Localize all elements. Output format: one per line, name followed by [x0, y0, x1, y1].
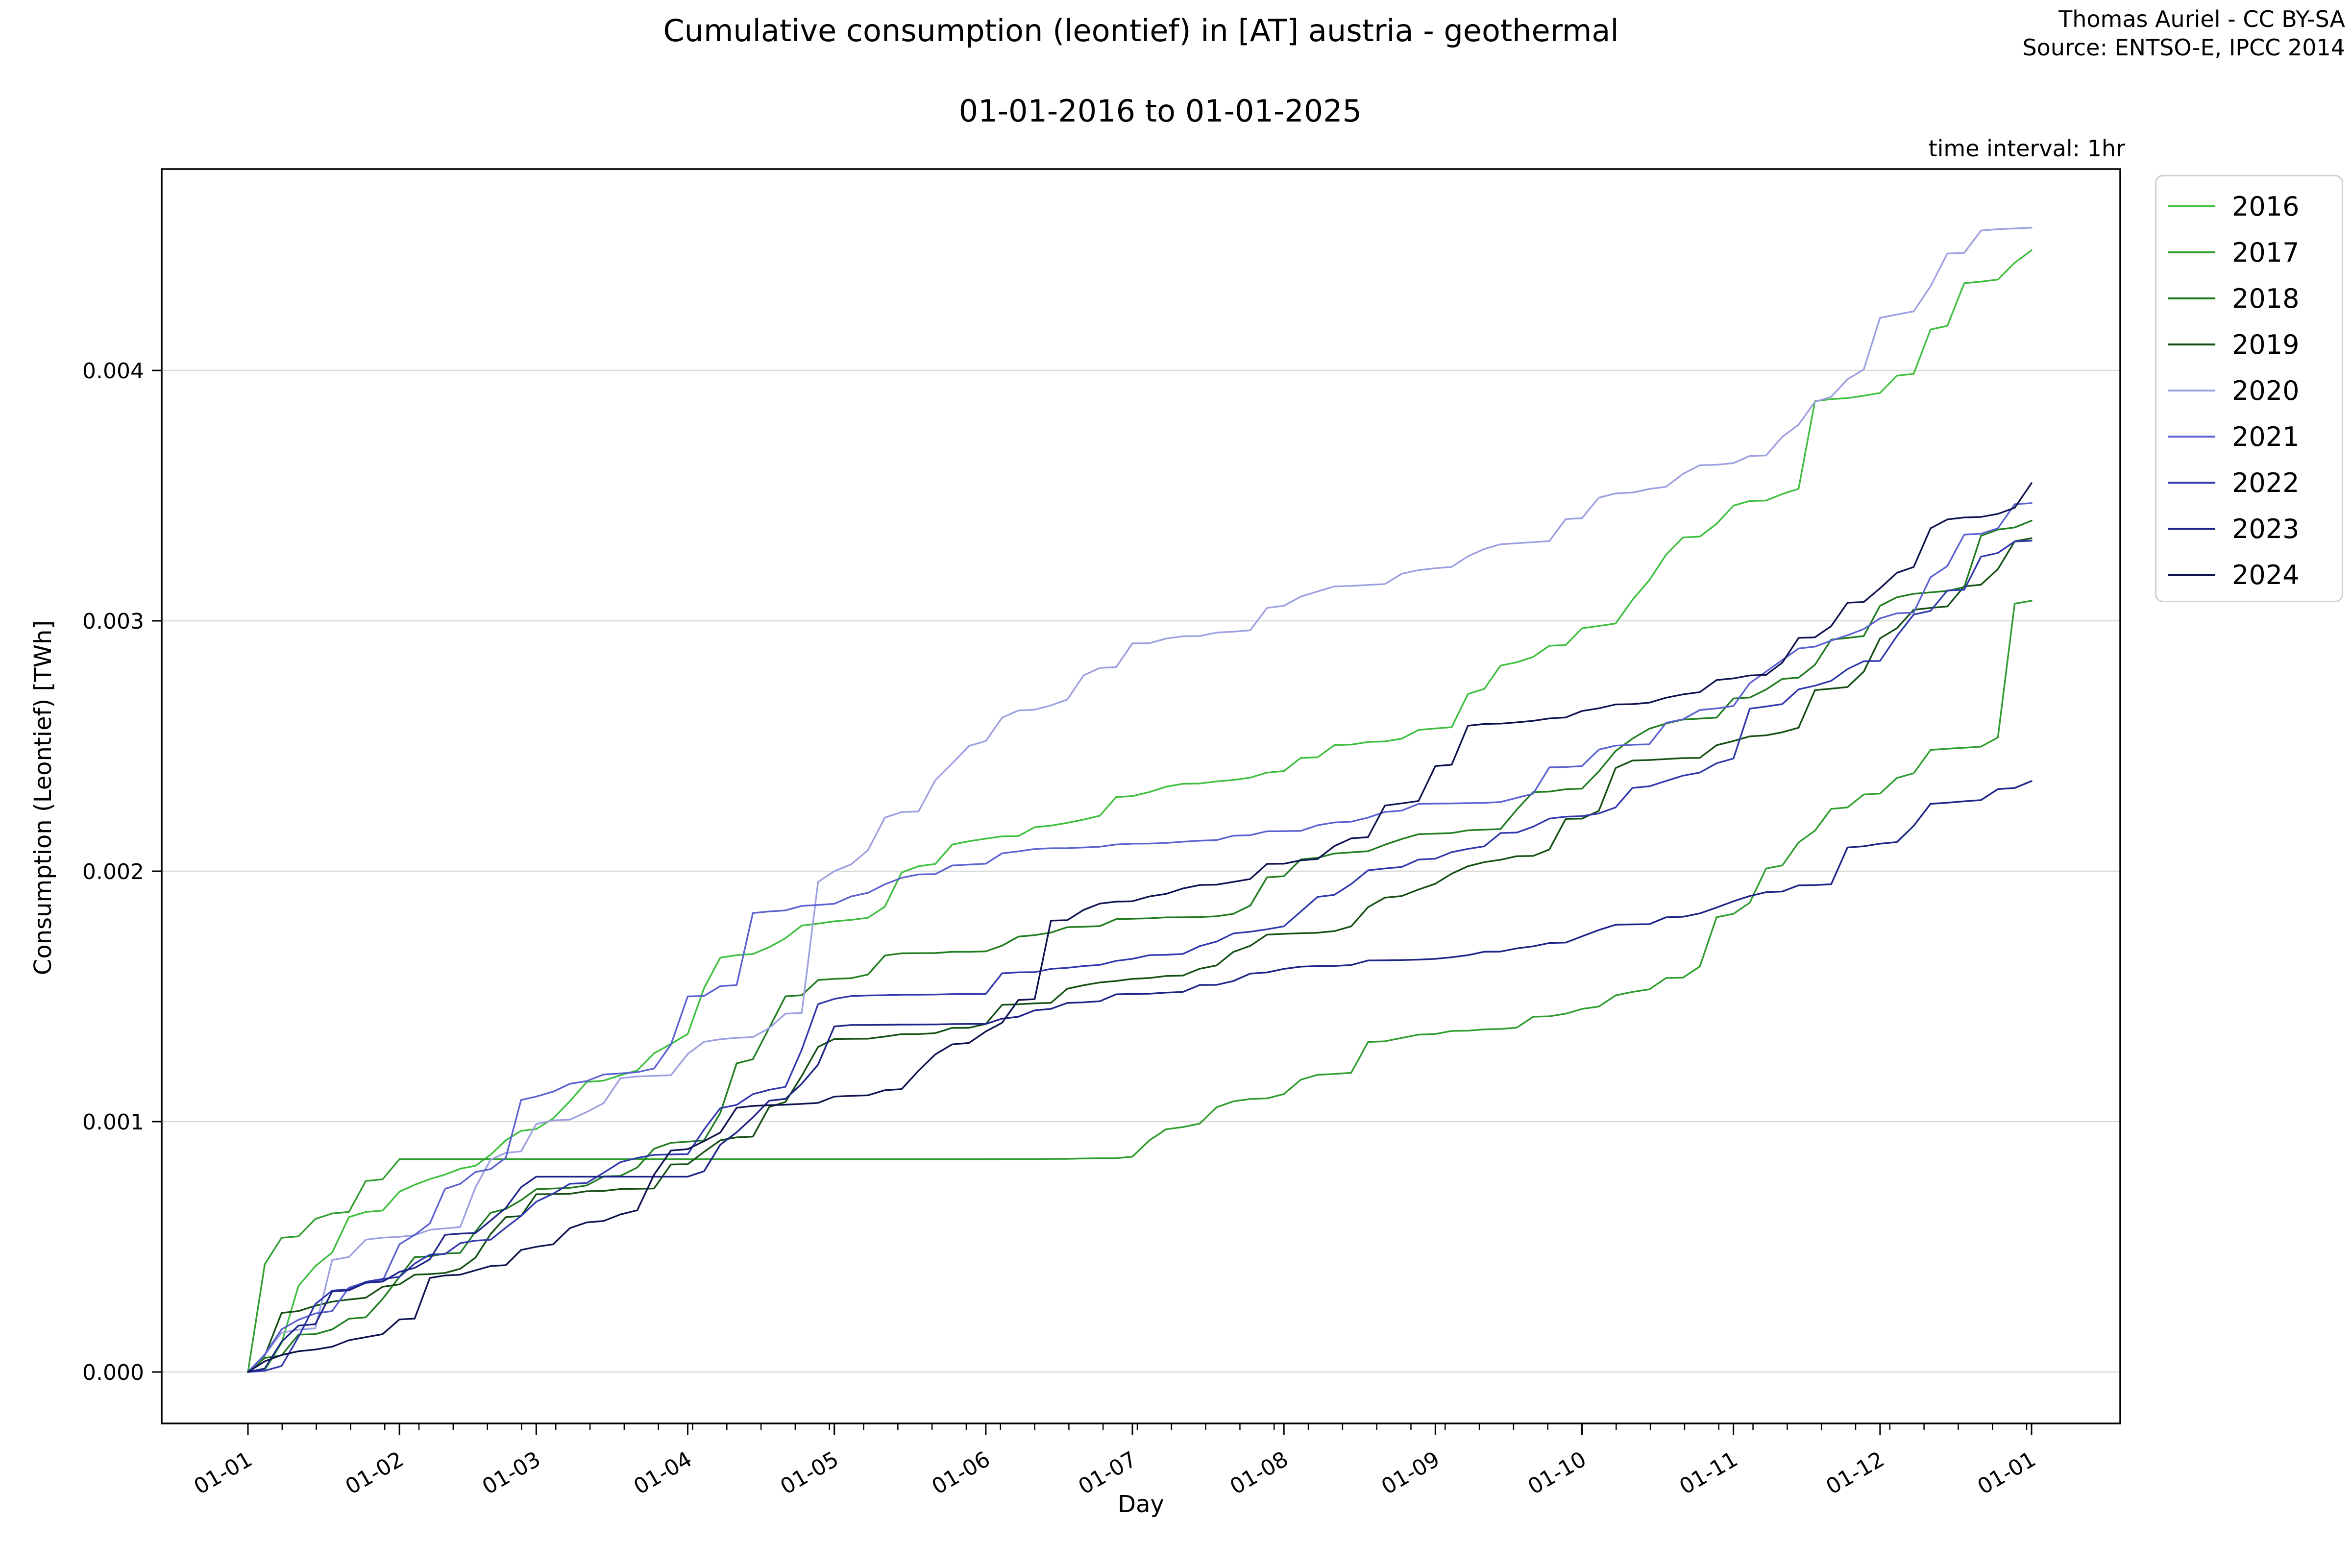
- series-line-2021: [247, 502, 2033, 1373]
- chart-title-line1: Cumulative consumption (leontief) in [AT…: [663, 13, 1619, 49]
- y-tick-label: 0.000: [82, 1360, 144, 1385]
- legend-item-label: 2024: [2232, 559, 2300, 590]
- series-line-2024: [247, 482, 2033, 1373]
- legend-item-label: 2021: [2232, 421, 2300, 452]
- legend-line-swatch-icon: [2168, 297, 2215, 299]
- series-line-2023: [247, 780, 2033, 1373]
- legend: 2016 2017 2018 2019 2020 2021 2022 2023 2024: [2155, 175, 2343, 602]
- legend-item-2016: 2016: [2156, 183, 2342, 229]
- legend-line-swatch-icon: [2168, 528, 2215, 530]
- attribution-source: Source: ENTSO-E, IPCC 2014: [2022, 34, 2345, 61]
- legend-item-2017: 2017: [2156, 229, 2342, 275]
- series-line-2022: [247, 539, 2033, 1373]
- series-line-2016: [247, 249, 2033, 1373]
- legend-item-2022: 2022: [2156, 460, 2342, 506]
- chart-title: Cumulative consumption (leontief) in [AT…: [162, 11, 2120, 131]
- x-axis-label: Day: [1118, 1491, 1164, 1518]
- axes-spines: [161, 168, 2121, 1424]
- y-tick-label: 0.001: [82, 1110, 144, 1135]
- y-tick-label: 0.004: [82, 359, 144, 384]
- x-tick-label: 01-12: [1822, 1446, 1888, 1499]
- x-tick-label: 01-06: [928, 1446, 994, 1499]
- x-tick-label: 01-07: [1074, 1446, 1141, 1499]
- series-line-2020: [247, 227, 2033, 1373]
- x-tick-label: 01-01: [1973, 1446, 2040, 1499]
- series-line-2018: [247, 519, 2033, 1373]
- legend-item-label: 2019: [2232, 329, 2300, 360]
- x-tick-label: 01-08: [1225, 1446, 1292, 1499]
- chart-title-line2: 01-01-2016 to 01-01-2025: [958, 93, 1362, 129]
- attribution: Thomas Auriel - CC BY-SA Source: ENTSO-E…: [2022, 5, 2345, 62]
- legend-item-2023: 2023: [2156, 506, 2342, 552]
- time-interval-label: time interval: 1hr: [1928, 135, 2125, 162]
- legend-item-label: 2016: [2232, 191, 2300, 222]
- legend-line-swatch-icon: [2168, 343, 2215, 345]
- legend-line-swatch-icon: [2168, 436, 2215, 438]
- x-tick-label: 01-04: [630, 1446, 696, 1499]
- x-tick-label: 01-02: [341, 1446, 408, 1499]
- legend-line-swatch-icon: [2168, 574, 2215, 576]
- legend-line-swatch-icon: [2168, 251, 2215, 253]
- legend-item-2019: 2019: [2156, 321, 2342, 368]
- legend-line-swatch-icon: [2168, 205, 2215, 207]
- y-tick-label: 0.002: [82, 859, 144, 884]
- attribution-author: Thomas Auriel - CC BY-SA: [2058, 6, 2345, 32]
- legend-item-2021: 2021: [2156, 414, 2342, 460]
- legend-item-2024: 2024: [2156, 552, 2342, 598]
- legend-item-label: 2020: [2232, 375, 2300, 406]
- legend-item-label: 2018: [2232, 283, 2300, 314]
- legend-item-2020: 2020: [2156, 368, 2342, 414]
- x-tick-label: 01-09: [1377, 1446, 1444, 1499]
- x-tick-label: 01-03: [478, 1446, 545, 1499]
- legend-item-label: 2017: [2232, 237, 2300, 268]
- x-tick-label: 01-05: [776, 1446, 843, 1499]
- legend-item-2018: 2018: [2156, 275, 2342, 321]
- y-tick-label: 0.003: [82, 609, 144, 634]
- legend-item-label: 2022: [2232, 467, 2300, 498]
- x-tick-label: 01-10: [1524, 1446, 1591, 1499]
- legend-line-swatch-icon: [2168, 482, 2215, 484]
- series-line-2017: [247, 600, 2033, 1373]
- series-line-2019: [247, 537, 2033, 1373]
- x-tick-label: 01-11: [1675, 1446, 1742, 1499]
- legend-line-swatch-icon: [2168, 390, 2215, 392]
- x-tick-label: 01-01: [190, 1446, 256, 1499]
- legend-item-label: 2023: [2232, 513, 2300, 544]
